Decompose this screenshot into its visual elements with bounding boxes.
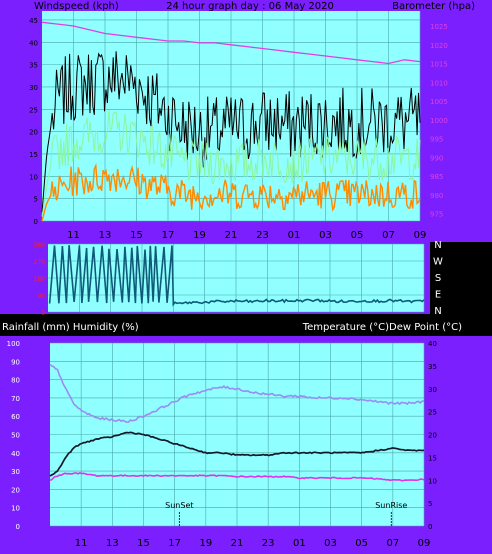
- barometer-tick-label: 1005: [430, 98, 448, 106]
- barometer-tick-label: 975: [430, 211, 443, 219]
- direction-tick-label: 180: [34, 276, 46, 283]
- direction-tick-label: 360: [34, 242, 46, 249]
- windspeed-tick-label: 5: [34, 196, 38, 204]
- x-tick-label-upper: 09: [414, 230, 427, 241]
- windspeed-tick-label: 25: [29, 106, 38, 114]
- windspeed-tick-label: 30: [29, 84, 38, 92]
- x-tick-label-lower: 23: [262, 538, 275, 549]
- temperature-line: [49, 431, 425, 477]
- x-tick-label-upper: 15: [130, 230, 143, 241]
- temperature-tick-label: 20: [428, 432, 437, 440]
- windspeed-tick-label: 40: [29, 39, 38, 47]
- wind-speed-line: [41, 109, 421, 217]
- x-tick-label-lower: 19: [199, 538, 212, 549]
- barometer-line: [41, 21, 421, 65]
- x-tick-label-upper: 13: [99, 230, 112, 241]
- windspeed-tick-label: 45: [29, 17, 38, 25]
- windspeed-tick-label: 20: [29, 129, 38, 137]
- humidity-tick-label: 30: [11, 468, 20, 476]
- x-tick-label-upper: 05: [351, 230, 364, 241]
- x-tick-label-upper: 17: [162, 230, 175, 241]
- humidity-tick-label: 0: [16, 523, 20, 531]
- x-tick-label-lower: 01: [293, 538, 306, 549]
- graph-title: 24 hour graph day : 06 May 2020: [166, 1, 334, 12]
- x-tick-label-upper: 03: [319, 230, 332, 241]
- temperature-tick-label: 25: [428, 409, 437, 417]
- barometer-tick-label: 1010: [430, 79, 448, 87]
- barometer-tick-label: 1020: [430, 42, 448, 50]
- direction-tick-label: 270: [34, 259, 46, 266]
- barometer-tick-label: 1015: [430, 61, 448, 69]
- humidity-tick-label: 100: [7, 340, 20, 348]
- windspeed-tick-label: 15: [29, 151, 38, 159]
- x-tick-label-lower: 15: [137, 538, 150, 549]
- wind-direction-line: [48, 245, 425, 307]
- wind-gust-line: [41, 51, 421, 213]
- x-tick-label-lower: 17: [168, 538, 181, 549]
- x-tick-label-lower: 09: [418, 538, 431, 549]
- x-tick-label-lower: 03: [324, 538, 337, 549]
- temperature-tick-label: 0: [428, 523, 432, 531]
- temperature-tick-label: 35: [428, 363, 437, 371]
- x-tick-label-lower: 21: [231, 538, 244, 549]
- humidity-tick-label: 60: [11, 413, 20, 421]
- windspeed-tick-label: 10: [29, 173, 38, 181]
- x-tick-label-lower: 07: [386, 538, 399, 549]
- temperature-tick-label: 40: [428, 340, 437, 348]
- windspeed-tick-label: 0: [34, 218, 38, 226]
- compass-label: S: [435, 273, 441, 284]
- humidity-tick-label: 10: [11, 505, 20, 513]
- humidity-tick-label: 70: [11, 395, 20, 403]
- humidity-tick-label: 20: [11, 486, 20, 494]
- temperature-tick-label: 30: [428, 386, 437, 394]
- compass-label: W: [433, 257, 443, 268]
- humidity-tick-label: 80: [11, 377, 20, 385]
- barometer-axis-title: Barometer (hpa): [392, 1, 475, 12]
- compass-label: N: [434, 306, 441, 317]
- humidity-line: [49, 363, 425, 424]
- event-marker-label: SunSet: [165, 501, 193, 510]
- x-tick-label-upper: 07: [382, 230, 395, 241]
- x-tick-label-lower: 11: [75, 538, 88, 549]
- wind-lull-line: [41, 163, 421, 222]
- rainfall-humidity-axis-title: Rainfall (mm) Humidity (%): [2, 322, 139, 333]
- barometer-tick-label: 1000: [430, 117, 448, 125]
- temperature-tick-label: 10: [428, 477, 437, 485]
- temperature-tick-label: 5: [428, 500, 432, 508]
- compass-label: N: [434, 240, 441, 251]
- x-tick-label-upper: 01: [288, 230, 301, 241]
- x-tick-label-upper: 19: [193, 230, 206, 241]
- x-tick-label-upper: 11: [67, 230, 80, 241]
- barometer-tick-label: 990: [430, 154, 443, 162]
- dew-point-line: [49, 472, 425, 482]
- event-marker-label: SunRise: [375, 501, 407, 510]
- barometer-tick-label: 980: [430, 192, 443, 200]
- x-tick-label-lower: 13: [106, 538, 119, 549]
- barometer-tick-label: 985: [430, 173, 443, 181]
- windspeed-axis-title: Windspeed (kph): [34, 1, 119, 12]
- barometer-tick-label: 995: [430, 136, 443, 144]
- compass-label: E: [435, 290, 441, 301]
- humidity-tick-label: 50: [11, 432, 20, 440]
- temperature-tick-label: 15: [428, 454, 437, 462]
- x-tick-label-upper: 23: [256, 230, 269, 241]
- direction-tick-label: 90: [37, 293, 45, 300]
- x-tick-label-lower: 05: [355, 538, 368, 549]
- direction-tick-label: 0: [41, 310, 45, 317]
- humidity-tick-label: 40: [11, 450, 20, 458]
- barometer-tick-label: 1025: [430, 23, 448, 31]
- temperature-dewpoint-axis-title: Temperature (°C)Dew Point (°C): [302, 322, 462, 333]
- windspeed-tick-label: 35: [29, 62, 38, 70]
- x-tick-label-upper: 21: [225, 230, 238, 241]
- humidity-tick-label: 90: [11, 358, 20, 366]
